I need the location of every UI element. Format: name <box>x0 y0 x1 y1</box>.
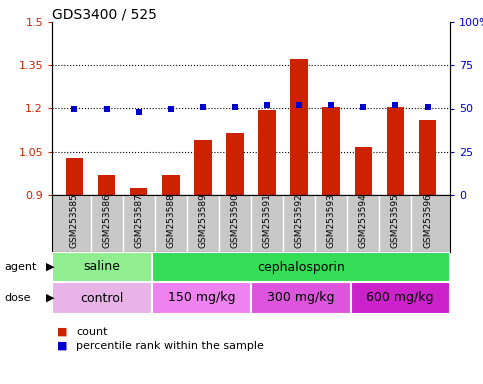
Bar <box>251 282 351 314</box>
Bar <box>323 107 340 195</box>
Point <box>167 106 175 112</box>
Text: percentile rank within the sample: percentile rank within the sample <box>76 341 264 351</box>
Bar <box>351 282 450 314</box>
Bar <box>152 282 251 314</box>
Point <box>359 104 367 110</box>
Point <box>424 104 431 110</box>
Text: cephalosporin: cephalosporin <box>257 260 345 273</box>
Bar <box>419 120 436 195</box>
Text: count: count <box>76 327 108 337</box>
Point <box>103 106 111 112</box>
Text: control: control <box>80 291 124 305</box>
Bar <box>162 175 180 195</box>
Text: saline: saline <box>83 260 120 273</box>
Bar <box>226 133 244 195</box>
Bar <box>258 110 276 195</box>
Point <box>295 102 303 108</box>
Point <box>392 102 399 108</box>
Bar <box>386 107 404 195</box>
Bar <box>152 252 450 282</box>
Point <box>71 106 78 112</box>
Bar <box>355 147 372 195</box>
Bar <box>290 60 308 195</box>
Bar <box>66 157 83 195</box>
Text: dose: dose <box>5 293 31 303</box>
Bar <box>130 188 147 195</box>
Text: ▶: ▶ <box>46 262 55 272</box>
Bar <box>52 282 152 314</box>
Text: GDS3400 / 525: GDS3400 / 525 <box>52 8 157 22</box>
Text: 150 mg/kg: 150 mg/kg <box>168 291 235 305</box>
Point <box>263 102 271 108</box>
Point <box>199 104 207 110</box>
Bar <box>52 252 152 282</box>
Bar <box>194 140 212 195</box>
Point <box>231 104 239 110</box>
Text: ▶: ▶ <box>46 293 55 303</box>
Text: ■: ■ <box>57 327 67 337</box>
Text: ■: ■ <box>57 341 67 351</box>
Point <box>135 109 142 115</box>
Text: 600 mg/kg: 600 mg/kg <box>367 291 434 305</box>
Bar <box>98 175 115 195</box>
Text: agent: agent <box>5 262 37 272</box>
Text: 300 mg/kg: 300 mg/kg <box>267 291 335 305</box>
Point <box>327 102 335 108</box>
